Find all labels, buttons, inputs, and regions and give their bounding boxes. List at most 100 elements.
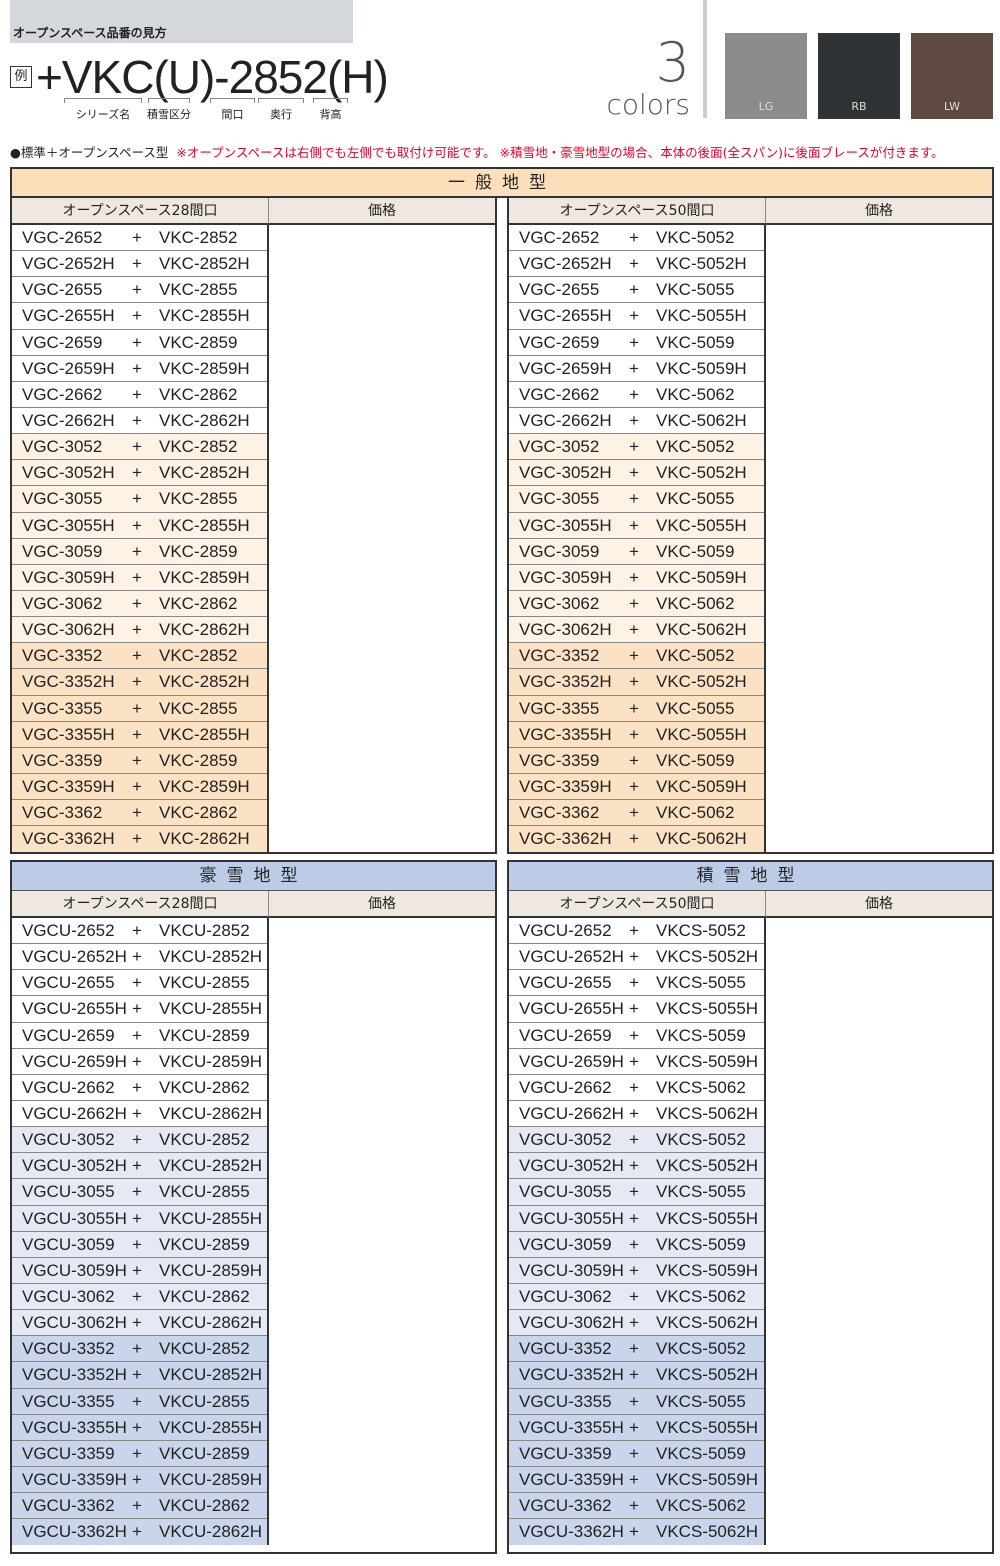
- addon-model: VKCS-5055H: [656, 1417, 759, 1437]
- addon-model: VKC-2855H: [159, 515, 250, 535]
- addon-model: VKC-2855H: [159, 306, 250, 326]
- table-row: VGC-3052H + VKC-2852H: [12, 460, 267, 487]
- addon-model: VKC-5052H: [656, 254, 747, 274]
- addon-model: VKCS-5059H: [656, 1051, 759, 1071]
- addon-model: VKCS-5062H: [656, 1522, 759, 1542]
- plus-sign: +: [629, 1234, 639, 1254]
- plus-sign: +: [629, 1339, 639, 1359]
- plus-sign: +: [132, 358, 142, 378]
- plus-sign: +: [629, 437, 639, 457]
- table-row: VGCU-3062H + VKCU-2862H: [12, 1310, 267, 1337]
- base-model: VGC-3055H: [519, 515, 612, 535]
- plus-sign: +: [629, 724, 639, 744]
- table-row: VGCU-3059H + VKCS-5059H: [509, 1257, 764, 1284]
- section-title: 豪雪地型: [12, 862, 495, 891]
- addon-model: VKCU-2859H: [159, 1260, 262, 1280]
- plus-sign: +: [132, 672, 142, 692]
- base-model: VGCU-3059: [519, 1234, 612, 1254]
- part-depth: 奥行: [258, 98, 304, 121]
- addon-model: VKC-5055H: [656, 724, 747, 744]
- table-row: VGCU-3062H + VKCS-5062H: [509, 1310, 764, 1337]
- plus-sign: +: [132, 803, 142, 823]
- addon-model: VKC-5059H: [656, 776, 747, 796]
- table-row: VGCU-3355H + VKCU-2855H: [12, 1414, 267, 1441]
- addon-model: VKC-5059: [656, 750, 735, 770]
- addon-model: VKCS-5052: [656, 921, 746, 940]
- base-model: VGCU-3352H: [22, 1365, 127, 1385]
- plus-sign: +: [629, 515, 639, 535]
- model-example: 例 +VKC(U)-2852(H): [10, 51, 389, 103]
- base-model: VGC-3062: [22, 593, 103, 613]
- base-model: VGC-2655: [22, 280, 103, 300]
- table-row: VGC-3355H + VKC-2855H: [12, 721, 267, 748]
- base-model: VGCU-3355: [22, 1391, 115, 1411]
- plus-sign: +: [132, 541, 142, 561]
- table-row: VGC-2652 + VKC-2852: [12, 225, 267, 252]
- base-model: VGC-3362: [519, 803, 600, 823]
- plus-sign: +: [132, 593, 142, 613]
- example-label: 例: [10, 66, 32, 88]
- addon-model: VKC-2859: [159, 750, 238, 770]
- base-model: VGCU-3055H: [22, 1208, 127, 1228]
- plus-sign: +: [629, 1469, 639, 1489]
- addon-model: VKCS-5052H: [656, 1365, 759, 1385]
- model-code: +VKC(U)-2852(H): [36, 51, 389, 103]
- table-row: VGCU-3359 + VKCU-2859: [12, 1440, 267, 1467]
- addon-model: VKC-2852H: [159, 672, 250, 692]
- table-row: VGCU-2659 + VKCS-5059: [509, 1022, 764, 1049]
- table-row: VGC-3362 + VKC-2862: [12, 800, 267, 827]
- addon-model: VKCS-5059: [656, 1025, 746, 1045]
- addon-model: VKCU-2855H: [159, 1208, 262, 1228]
- base-model: VGC-2652: [22, 228, 103, 247]
- column-header-price: 価格: [269, 891, 495, 918]
- column-header-price: 価格: [766, 891, 992, 918]
- table-row: VGCU-3362H + VKCS-5062H: [509, 1519, 764, 1546]
- table-row: VGCU-3352 + VKCS-5052: [509, 1336, 764, 1363]
- base-model: VGC-3055: [519, 489, 600, 509]
- base-model: VGC-2652H: [22, 254, 115, 274]
- base-model: VGCU-2659: [22, 1025, 115, 1045]
- base-model: VGCU-3352: [519, 1339, 612, 1359]
- plus-sign: +: [132, 254, 142, 274]
- table-row: VGCU-2659 + VKCU-2859: [12, 1022, 267, 1049]
- table-row: VGC-3359H + VKC-5059H: [509, 773, 764, 801]
- table-row: VGCU-3055 + VKCU-2855: [12, 1179, 267, 1206]
- table-row: VGCU-3052 + VKCS-5052: [509, 1127, 764, 1154]
- table-row: VGCU-2662 + VKCS-5062: [509, 1074, 764, 1101]
- addon-model: VKC-2862: [159, 384, 238, 404]
- base-model: VGCU-3052: [22, 1130, 115, 1150]
- table-row: VGCU-3052 + VKCU-2852: [12, 1127, 267, 1154]
- plus-sign: +: [132, 1260, 142, 1280]
- addon-model: VKC-5059: [656, 541, 735, 561]
- table-row: VGC-3362H + VKC-2862H: [12, 826, 267, 853]
- base-model: VGCU-3359H: [22, 1469, 127, 1489]
- plus-sign: +: [132, 384, 142, 404]
- table-row: VGCU-3359H + VKCU-2859H: [12, 1466, 267, 1494]
- plus-sign: +: [629, 593, 639, 613]
- base-model: VGC-3352: [22, 646, 103, 666]
- addon-model: VKCU-2859H: [159, 1051, 262, 1071]
- table-row: VGCU-2662H + VKCU-2862H: [12, 1100, 267, 1128]
- plus-sign: +: [629, 1260, 639, 1280]
- base-model: VGCU-2662H: [519, 1103, 624, 1123]
- plus-sign: +: [132, 1130, 142, 1150]
- addon-model: VKC-5055H: [656, 515, 747, 535]
- addon-model: VKCU-2852H: [159, 947, 262, 967]
- addon-model: VKC-2855H: [159, 724, 250, 744]
- addon-model: VKC-2862H: [159, 410, 250, 430]
- part-width: 間口: [210, 98, 255, 121]
- base-model: VGC-3059H: [519, 567, 612, 587]
- addon-model: VKC-2852: [159, 437, 238, 457]
- table-row: VGCU-3062 + VKCS-5062: [509, 1283, 764, 1311]
- base-model: VGCU-2659H: [519, 1051, 624, 1071]
- section-title: 積雪地型: [509, 862, 992, 891]
- plus-sign: +: [629, 1443, 639, 1463]
- base-model: VGC-2655H: [22, 306, 115, 326]
- base-model: VGC-2662H: [519, 410, 612, 430]
- addon-model: VKC-5052: [656, 228, 735, 247]
- table-row: VGCU-3055H + VKCU-2855H: [12, 1205, 267, 1232]
- base-model: VGC-2662: [519, 384, 600, 404]
- table-row: VGC-3052H + VKC-5052H: [509, 460, 764, 487]
- table-row: VGC-3062H + VKC-2862H: [12, 617, 267, 644]
- table-row: VGCU-2659H + VKCS-5059H: [509, 1048, 764, 1075]
